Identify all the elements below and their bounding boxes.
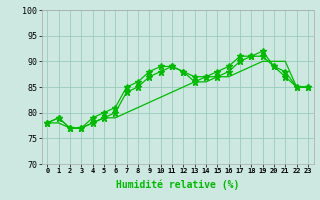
X-axis label: Humidité relative (%): Humidité relative (%) bbox=[116, 180, 239, 190]
